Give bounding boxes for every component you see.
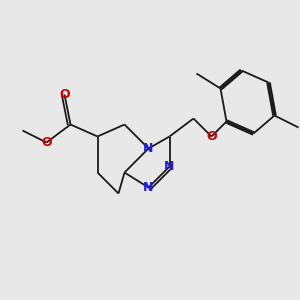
Text: O: O	[41, 136, 52, 149]
Text: N: N	[143, 142, 154, 155]
Text: N: N	[143, 181, 154, 194]
Text: N: N	[164, 160, 175, 173]
Text: O: O	[206, 130, 217, 143]
Text: O: O	[59, 88, 70, 101]
